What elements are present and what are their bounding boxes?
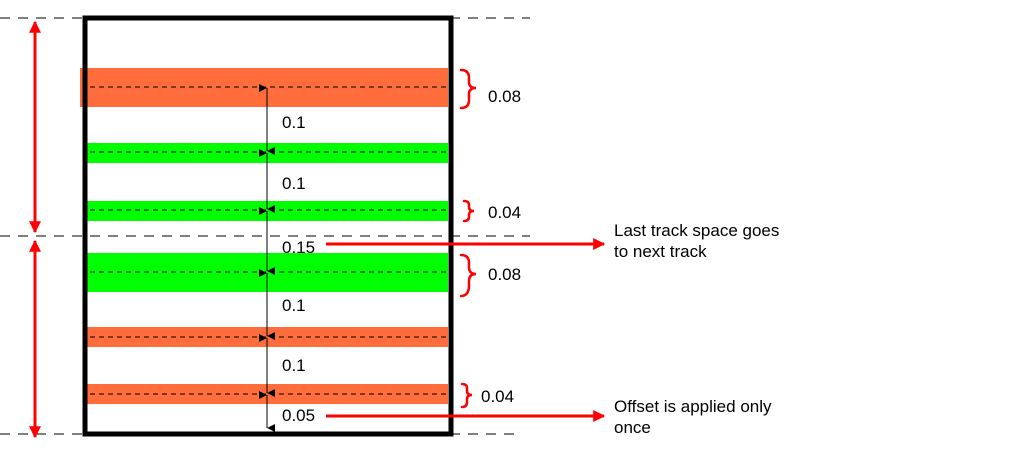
- brace-track-4: [459, 253, 477, 298]
- brace-track-3: [462, 199, 475, 223]
- spacing-label-5: 0.1: [282, 356, 306, 375]
- brace-track-6: [460, 382, 473, 409]
- brace-track-1: [459, 68, 477, 110]
- width-label-track-1: 0.08: [488, 87, 521, 106]
- spacing-label-2: 0.1: [282, 174, 306, 193]
- offset-note-line-2: once: [614, 418, 651, 437]
- track-centerlines: [90, 86, 448, 395]
- layout-frame: [82, 15, 454, 437]
- offset-note: Offset is applied only once: [614, 396, 772, 438]
- spacing-label-3: 0.15: [282, 238, 315, 257]
- last-track-note: Last track space goes to next track: [614, 220, 779, 262]
- spacing-label-1: 0.1: [282, 113, 306, 132]
- last-track-note-line-2: to next track: [614, 242, 707, 261]
- width-label-track-6: 0.04: [481, 387, 514, 406]
- spacing-label-4: 0.1: [282, 296, 306, 315]
- spacing-label-6: 0.05: [282, 406, 315, 425]
- width-label-track-4: 0.08: [488, 265, 521, 284]
- track-width-braces: [459, 68, 477, 409]
- offset-note-line-1: Offset is applied only: [614, 397, 772, 416]
- last-track-note-line-1: Last track space goes: [614, 221, 780, 240]
- width-label-track-3: 0.04: [488, 203, 521, 222]
